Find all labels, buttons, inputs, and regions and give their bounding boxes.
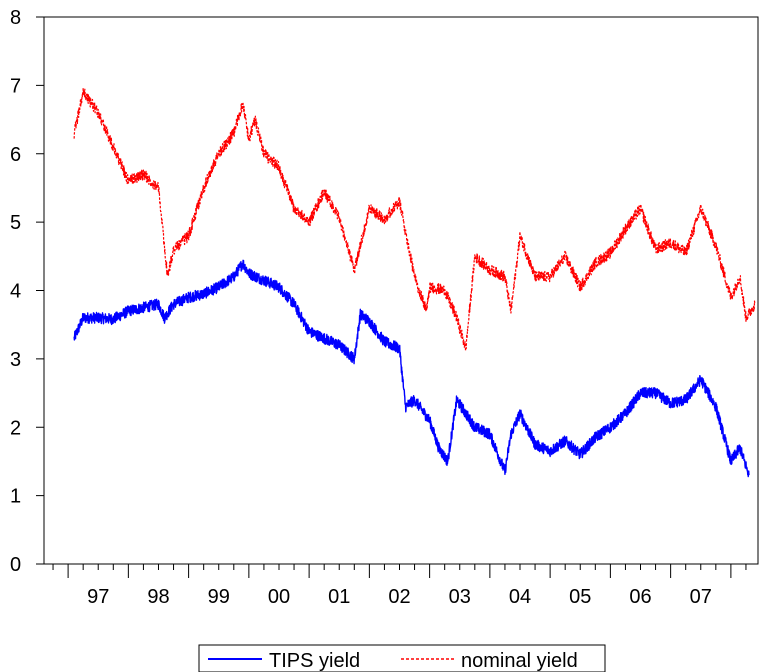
x-tick-label: 01 <box>328 586 350 608</box>
x-tick-label: 05 <box>569 586 591 608</box>
legend-label-nominal: nominal yield <box>461 650 578 672</box>
x-tick-label: 04 <box>509 586 531 608</box>
legend-label-tips: TIPS yield <box>269 650 360 672</box>
y-tick-label: 1 <box>10 486 21 508</box>
y-tick-label: 7 <box>10 75 21 97</box>
y-tick-label: 8 <box>10 7 21 29</box>
series-line-tips-yield <box>73 259 750 478</box>
series-layer <box>73 87 756 478</box>
x-tick-label: 00 <box>268 586 290 608</box>
x-axis: 97 98 99 00 01 02 03 04 05 06 07 <box>52 564 747 608</box>
x-tick-label: 06 <box>629 586 651 608</box>
y-tick-label: 5 <box>10 212 21 234</box>
y-tick-label: 4 <box>10 281 21 303</box>
y-tick-label: 0 <box>10 554 21 576</box>
x-tick-label: 02 <box>388 586 410 608</box>
legend: TIPS yield nominal yield <box>198 644 606 672</box>
y-tick-label: 6 <box>10 144 21 166</box>
x-tick-label: 07 <box>690 586 712 608</box>
x-tick-label: 03 <box>449 586 471 608</box>
y-tick-label: 3 <box>10 349 21 371</box>
x-tick-label: 97 <box>87 586 109 608</box>
x-tick-label: 98 <box>147 586 169 608</box>
y-axis: 0 1 2 3 4 5 6 7 8 <box>10 7 44 576</box>
plot-frame <box>43 16 759 565</box>
series-line-nominal-yield <box>73 87 756 352</box>
y-tick-label: 2 <box>10 417 21 439</box>
x-tick-label: 99 <box>208 586 230 608</box>
